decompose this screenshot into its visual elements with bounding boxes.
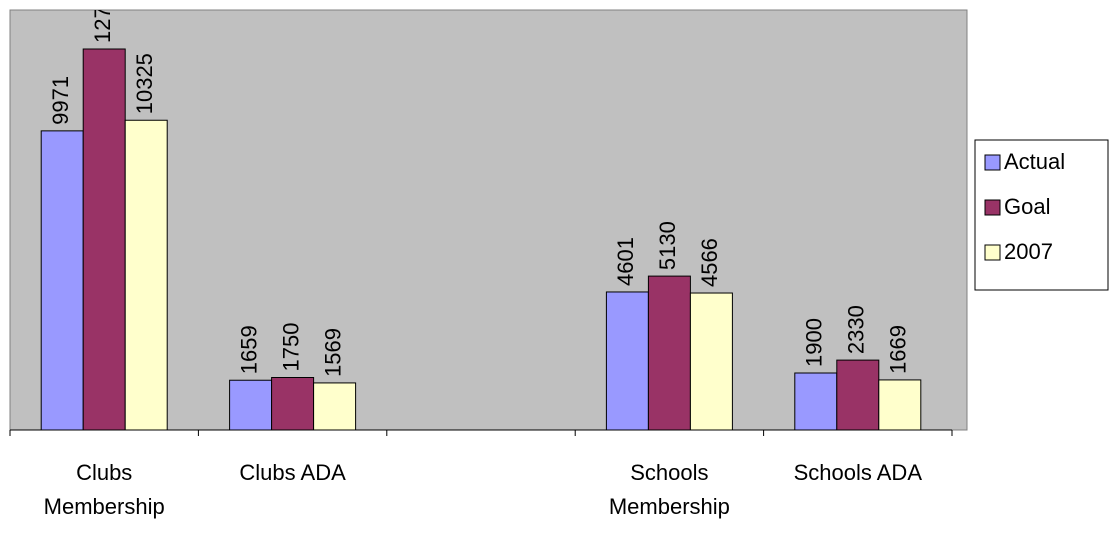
- data-label: 9971: [48, 76, 73, 125]
- x-tick-label: Clubs ADA: [239, 460, 346, 485]
- bar: [271, 377, 315, 430]
- bar: [836, 359, 880, 430]
- legend-label: Actual: [1004, 149, 1065, 174]
- bar: [689, 292, 733, 430]
- plot-area: [9, 9, 968, 431]
- data-label: 4601: [613, 237, 638, 286]
- x-tick-label: Clubs Membership: [43, 460, 165, 519]
- bar: [794, 372, 838, 430]
- bar: [605, 291, 649, 430]
- legend-label: Goal: [1004, 194, 1050, 219]
- legend-swatch: [984, 199, 1001, 216]
- bar: [40, 130, 84, 430]
- data-label: 1569: [320, 328, 345, 377]
- bar: [647, 275, 691, 430]
- x-tick-label: Schools ADA: [793, 460, 922, 485]
- bar: [878, 379, 922, 430]
- data-label: 1669: [886, 325, 911, 374]
- legend-swatch: [984, 154, 1001, 171]
- data-label: 4566: [697, 238, 722, 287]
- x-tick-label: Schools Membership: [608, 460, 730, 519]
- bar: [313, 382, 357, 430]
- data-label: 1750: [278, 323, 303, 372]
- legend-label: 2007: [1004, 239, 1053, 264]
- legend-swatch: [984, 244, 1001, 261]
- bars: 9971 12700 10325 1659 1750 1569 4601 5130 4566 19…: [40, 0, 922, 430]
- data-label: 1900: [802, 318, 827, 367]
- bar: [82, 48, 126, 430]
- data-label: 12700: [90, 0, 115, 43]
- data-label: 2330: [844, 305, 869, 354]
- data-label: 5130: [655, 221, 680, 270]
- data-label: 1659: [236, 325, 261, 374]
- bar: [124, 119, 168, 430]
- bar: [229, 379, 273, 430]
- data-label: 10325: [132, 53, 157, 114]
